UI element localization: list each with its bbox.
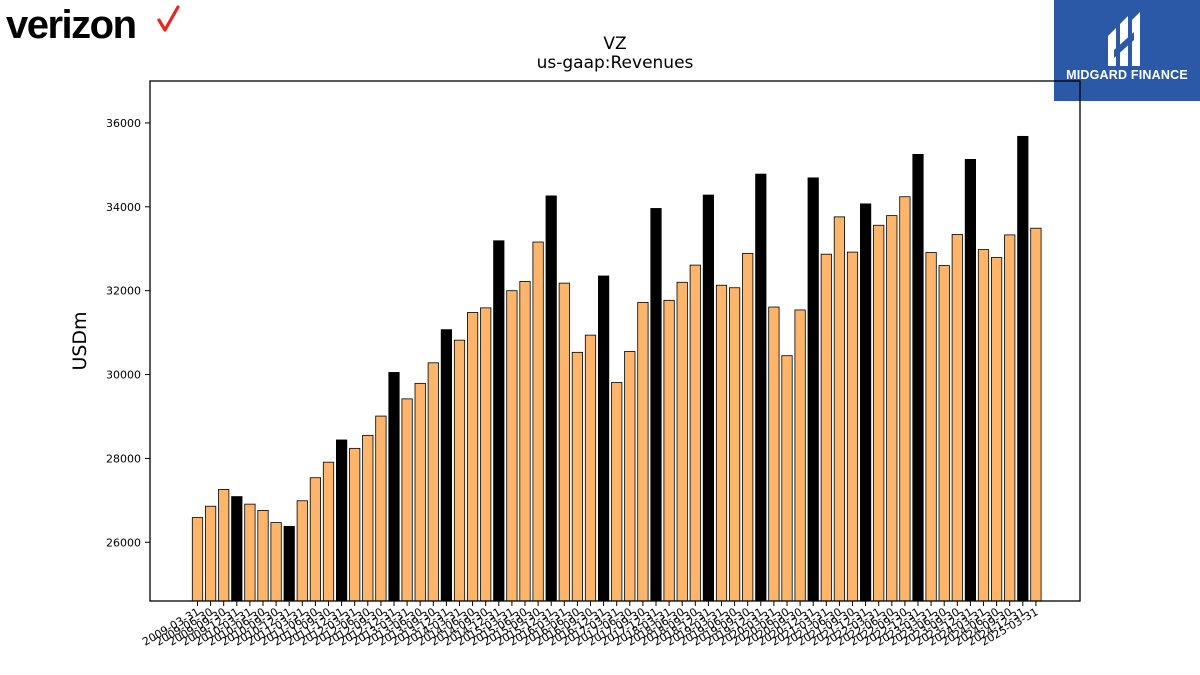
bar-2022-03-31 [873, 224, 885, 602]
bar-2011-06-30 [309, 477, 322, 602]
bar-2022-12-31 [912, 153, 924, 602]
bar-2010-06-30 [257, 510, 269, 602]
bar-2012-09-30 [375, 415, 387, 602]
bar-2024-06-30 [991, 257, 1003, 602]
bar-2021-09-30 [846, 251, 859, 602]
checkmark-icon [157, 5, 180, 32]
bar-2014-03-31 [453, 339, 466, 602]
bar-2011-09-30 [322, 461, 335, 602]
chart-title: VZ [603, 34, 626, 54]
bar-2017-12-31 [650, 208, 662, 602]
bar-2012-03-31 [349, 447, 361, 602]
bar-2016-03-31 [558, 282, 570, 602]
bar-2018-09-30 [689, 264, 701, 602]
bar-2011-12-31 [335, 439, 348, 602]
bar-2016-06-30 [571, 351, 584, 602]
bar-2018-12-31 [702, 194, 715, 602]
bar-2019-06-30 [729, 287, 741, 602]
bar-2022-09-30 [899, 196, 911, 602]
y-tick-label: 28000 [106, 452, 141, 465]
bar-2013-06-30 [414, 382, 426, 602]
y-axis-label: USDm [69, 311, 91, 370]
x-axis: 2009-03-312009-06-302009-09-302009-12-31… [140, 601, 1040, 649]
bar-2021-06-30 [833, 216, 846, 602]
y-tick-label: 36000 [106, 117, 141, 130]
bar-2020-03-31 [768, 306, 780, 602]
bar-2021-12-31 [860, 203, 872, 602]
bar-2015-06-30 [519, 281, 531, 602]
bar-2020-09-30 [794, 309, 806, 602]
bar-2023-06-30 [938, 265, 950, 602]
bar-2009-12-31 [231, 496, 243, 602]
y-tick-label: 34000 [106, 201, 141, 214]
bar-2013-03-31 [401, 398, 413, 602]
bar-2019-09-30 [742, 252, 754, 602]
midgard-finance-badge: MIDGARD FINANCE [1054, 0, 1200, 101]
bar-2011-03-31 [296, 500, 308, 602]
bar-2013-09-30 [427, 362, 439, 602]
bar-2015-09-30 [532, 241, 544, 602]
bar-2016-12-31 [598, 275, 610, 602]
bar-2009-06-30 [204, 505, 217, 602]
bar-2023-03-31 [925, 252, 937, 602]
bar-2013-12-31 [440, 329, 453, 602]
bar-2024-03-31 [977, 249, 990, 602]
bar-2024-09-30 [1004, 234, 1016, 602]
bar-2023-12-31 [964, 159, 977, 602]
bar-2014-12-31 [493, 240, 505, 602]
badge-label: MIDGARD FINANCE [1066, 68, 1188, 82]
bar-2012-06-30 [362, 434, 374, 602]
bar-2020-06-30 [781, 355, 793, 602]
bar-2018-03-31 [663, 299, 675, 602]
bar-2019-12-31 [755, 173, 767, 602]
verizon-logo: verizon [6, 2, 186, 47]
bar-2017-03-31 [611, 382, 623, 602]
bar-2021-03-31 [820, 253, 832, 602]
bar-2022-06-30 [886, 215, 898, 602]
bar-2015-12-31 [545, 195, 557, 602]
bar-2014-06-30 [466, 312, 479, 602]
bar-2016-09-30 [584, 334, 597, 602]
y-tick-label: 32000 [106, 285, 141, 298]
bar-2010-09-30 [270, 522, 282, 602]
bar-2025-03-31 [1030, 227, 1042, 602]
bar-2018-06-30 [676, 281, 688, 602]
bar-2017-09-30 [637, 302, 649, 602]
midgard-logo-icon [1108, 12, 1140, 66]
y-tick-label: 30000 [106, 369, 141, 382]
y-axis: 26000 28000 30000 32000 34000 36000 [106, 117, 150, 549]
bar-2024-12-31 [1017, 135, 1029, 602]
bar-2014-09-30 [480, 307, 492, 602]
bar-2012-12-31 [388, 372, 400, 602]
plot-frame [149, 80, 1081, 602]
logo-wordmark: verizon [6, 3, 137, 47]
y-tick-label: 26000 [106, 536, 141, 549]
bar-2009-03-31 [191, 517, 204, 602]
bar-2015-03-31 [506, 290, 518, 602]
bar-2019-03-31 [715, 284, 728, 602]
bar-2020-12-31 [807, 177, 819, 602]
bar-2010-03-31 [244, 503, 256, 602]
bar-2017-06-30 [624, 351, 636, 602]
bars-group [191, 135, 1042, 602]
bar-2010-12-31 [283, 525, 295, 602]
chart-subtitle: us-gaap:Revenues [537, 53, 694, 73]
bar-2009-09-30 [218, 489, 230, 602]
bar-2023-09-30 [951, 234, 963, 602]
